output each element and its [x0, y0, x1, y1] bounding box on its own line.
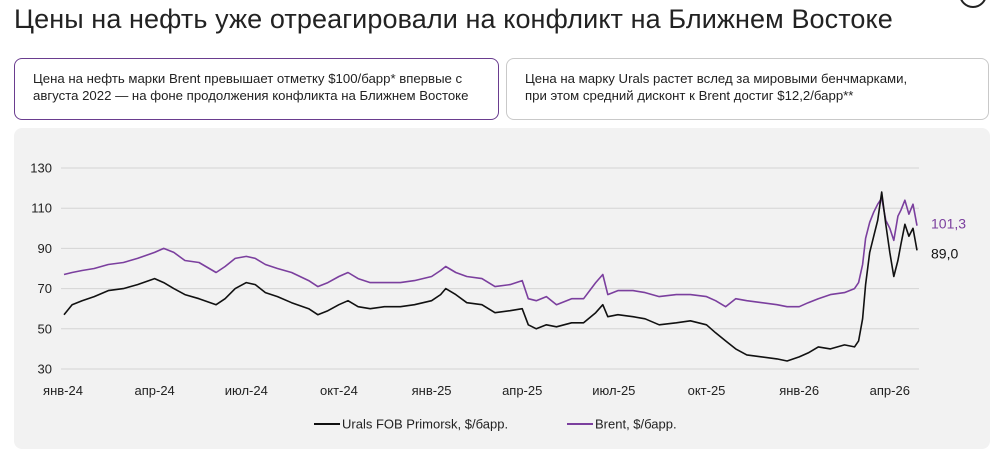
x-tick-label: янв-24	[43, 383, 83, 398]
series-lines	[63, 191, 918, 362]
series-line-brent	[63, 197, 918, 308]
legend-item-urals[interactable]: Urals FOB Primorsk, $/барр.	[314, 417, 508, 432]
x-tick-label: апр-25	[502, 383, 542, 398]
y-tick-label: 110	[31, 201, 52, 216]
note-brent[interactable]: Цена на нефть марки Brent превышает отме…	[14, 58, 499, 120]
legend: Urals FOB Primorsk, $/барр. Brent, $/барр…	[314, 417, 677, 432]
y-tick-label: 70	[38, 281, 52, 296]
note-line: Цена на марку Urals растет вслед за миро…	[525, 71, 908, 86]
y-axis-ticks: 30 50 70 90 110 130	[30, 161, 52, 377]
end-label-urals: 89,0	[931, 245, 958, 261]
end-label-brent: 101,3	[931, 216, 966, 232]
note-line: при этом средний дисконт к Brent достиг …	[525, 88, 854, 103]
x-tick-label: апр-26	[870, 383, 910, 398]
x-tick-label: июл-24	[225, 383, 268, 398]
chart-panel: 30 50 70 90 110 130 янв-24 апр-24 июл-24 окт-24 я…	[14, 128, 990, 449]
note-line: августа 2022 — на фоне продолжения конфл…	[33, 88, 469, 103]
note-urals[interactable]: Цена на марку Urals растет вслед за миро…	[506, 58, 989, 120]
x-tick-label: янв-25	[412, 383, 452, 398]
legend-label: Brent, $/барр.	[595, 417, 677, 432]
end-labels: 101,3 89,0	[931, 216, 966, 262]
y-tick-label: 90	[38, 241, 52, 256]
x-axis-ticks: янв-24 апр-24 июл-24 окт-24 янв-25 апр-25 июл-…	[43, 383, 910, 398]
y-tick-label: 50	[38, 321, 52, 336]
circle-icon[interactable]	[959, 0, 987, 8]
y-tick-label: 30	[38, 362, 52, 377]
y-tick-label: 130	[30, 161, 52, 176]
legend-item-brent[interactable]: Brent, $/барр.	[567, 417, 677, 432]
series-line-urals	[63, 191, 918, 362]
grid-lines	[61, 167, 919, 370]
x-tick-label: окт-25	[688, 383, 726, 398]
x-tick-label: июл-25	[592, 383, 635, 398]
x-tick-label: окт-24	[320, 383, 358, 398]
x-tick-label: янв-26	[779, 383, 819, 398]
page-title: Цены на нефть уже отреагировали на конфл…	[14, 4, 893, 34]
note-line: Цена на нефть марки Brent превышает отме…	[33, 71, 463, 86]
x-tick-label: апр-24	[134, 383, 174, 398]
legend-label: Urals FOB Primorsk, $/барр.	[342, 417, 508, 432]
